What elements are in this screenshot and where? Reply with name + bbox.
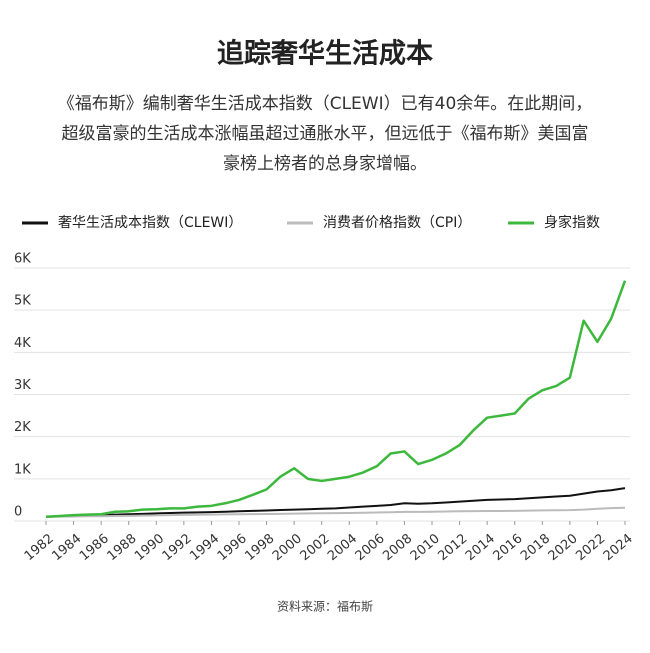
x-tick-label: 1994: [187, 531, 222, 564]
series-line: [45, 487, 626, 518]
x-tick-label: 2000: [270, 531, 305, 564]
x-tick-label: 2020: [546, 531, 581, 564]
x-tick-label: 2002: [298, 531, 333, 564]
x-tick-label: 2008: [380, 531, 415, 564]
x-tick-label: 1996: [215, 531, 250, 564]
y-tick-label: 6K: [14, 252, 31, 267]
source: 资料来源：福布斯: [277, 599, 373, 614]
chart-title: 追踪奢华生活成本: [217, 38, 433, 70]
legend-label: 身家指数: [544, 214, 600, 231]
x-tick-label: 1986: [77, 531, 112, 564]
y-tick-label: 5K: [14, 294, 31, 309]
subtitle-line: 豪榜上榜者的总身家增幅。: [223, 153, 427, 174]
x-tick-label: 1984: [49, 531, 84, 564]
y-tick-label: 0: [14, 505, 22, 520]
y-tick-label: 4K: [14, 336, 31, 351]
x-tick-label: 1990: [132, 531, 167, 564]
x-tick-label: 2012: [435, 531, 470, 564]
x-tick-label: 1998: [242, 531, 277, 564]
series-line: [45, 506, 626, 518]
x-tick-label: 1992: [160, 531, 195, 564]
x-tick-label: 2018: [518, 531, 553, 564]
x-tick-label: 2014: [463, 531, 498, 564]
y-tick-label: 3K: [14, 378, 31, 393]
x-tick-label: 2024: [601, 531, 636, 564]
y-tick-label: 2K: [14, 420, 31, 435]
x-tick-label: 2016: [491, 531, 526, 564]
y-tick-label: 1K: [14, 462, 31, 477]
x-tick-label: 1982: [22, 531, 57, 564]
legend-label: 奢华生活成本指数（CLEWI）: [58, 215, 242, 231]
series-line: [45, 280, 627, 519]
x-tick-label: 1988: [105, 531, 140, 564]
legend-label: 消费者价格指数（CPI）: [323, 215, 471, 231]
x-tick-label: 2006: [353, 531, 388, 564]
x-tick-label: 2004: [325, 531, 360, 564]
x-tick-label: 2010: [408, 531, 443, 564]
subtitle-line: 《福布斯》编制奢华生活成本指数（CLEWI）已有40余年。在此期间，: [58, 94, 593, 114]
subtitle-line: 超级富豪的生活成本涨幅虽超过通胀水平，但远低于《福布斯》美国富: [62, 123, 589, 144]
x-tick-label: 2022: [573, 531, 608, 564]
